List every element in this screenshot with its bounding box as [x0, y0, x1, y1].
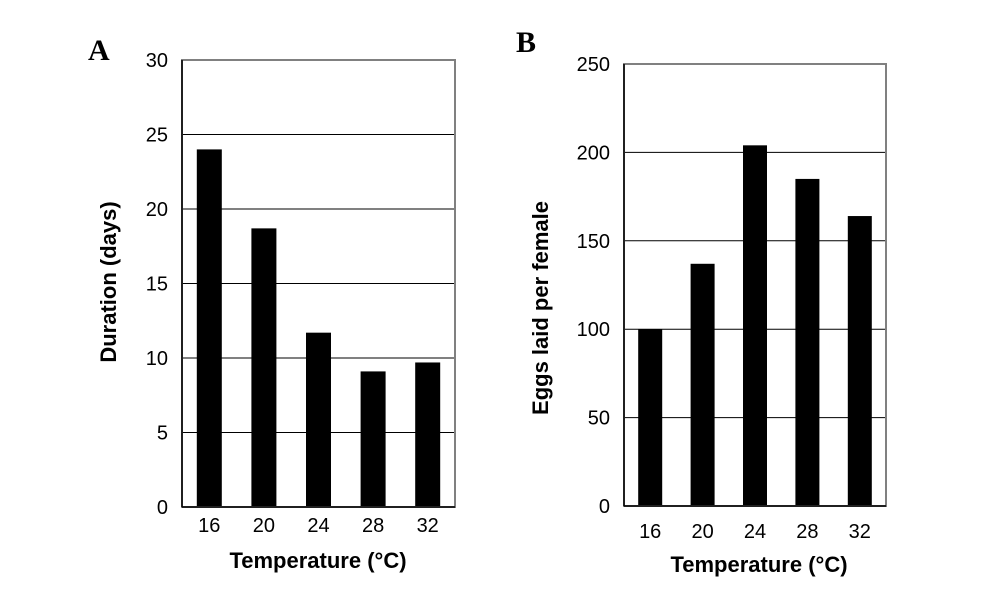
x-tick-label: 28: [362, 515, 384, 537]
y-tick-label: 10: [146, 348, 168, 370]
y-tick-label: 15: [146, 274, 168, 296]
panel-label-b: B: [516, 26, 536, 59]
x-tick-label: 24: [744, 521, 766, 543]
bar-16: [196, 149, 222, 507]
bars-a: [196, 149, 441, 507]
y-tick-label: 150: [577, 231, 610, 253]
y-tick-label: 0: [599, 496, 610, 518]
x-tick-label: 16: [639, 521, 661, 543]
bars-b: [638, 145, 872, 507]
panel-label-a: A: [88, 34, 110, 67]
y-tick-label: 25: [146, 125, 168, 147]
y-tick-label: 0: [157, 497, 168, 519]
bar-16: [638, 329, 663, 506]
y-tick-label: 100: [577, 319, 610, 341]
bar-20: [251, 228, 277, 507]
chart-panel-a: A 0 5 10 15 20 25 30 16 20 24 28 32 Temperature (°…: [88, 34, 456, 573]
x-tick-labels-b: 16 20 24 28 32: [639, 521, 871, 543]
bar-32: [415, 362, 441, 507]
y-tick-label: 5: [157, 423, 168, 445]
y-tick-label: 200: [577, 142, 610, 164]
x-axis-title-a: Temperature (°C): [229, 548, 406, 573]
bar-24: [306, 332, 331, 507]
chart-panel-b: B 0 50 100 150 200 250 16 20 24 28 32 Temperature…: [516, 26, 887, 577]
x-axis-title-b: Temperature (°C): [670, 552, 847, 577]
bar-28: [795, 178, 820, 507]
y-axis-title-b: Eggs laid per female: [528, 201, 553, 415]
y-tick-label: 50: [588, 408, 610, 430]
y-tick-label: 30: [146, 50, 168, 72]
x-tick-label: 32: [417, 515, 439, 537]
y-tick-label: 20: [146, 199, 168, 221]
x-tick-label: 28: [796, 521, 818, 543]
y-tick-label: 250: [577, 54, 610, 76]
y-axis-title-a: Duration (days): [96, 201, 121, 362]
bar-28: [360, 371, 386, 507]
x-tick-label: 20: [253, 515, 275, 537]
bar-24: [743, 145, 767, 506]
x-tick-label: 32: [849, 521, 871, 543]
y-tick-labels-a: 0 5 10 15 20 25 30: [146, 50, 168, 519]
x-tick-label: 24: [307, 515, 329, 537]
bar-32: [847, 216, 872, 506]
x-tick-label: 20: [691, 521, 713, 543]
y-tick-labels-b: 0 50 100 150 200 250: [577, 54, 610, 518]
x-tick-labels-a: 16 20 24 28 32: [198, 515, 439, 537]
x-tick-label: 16: [198, 515, 220, 537]
bar-20: [690, 263, 715, 506]
